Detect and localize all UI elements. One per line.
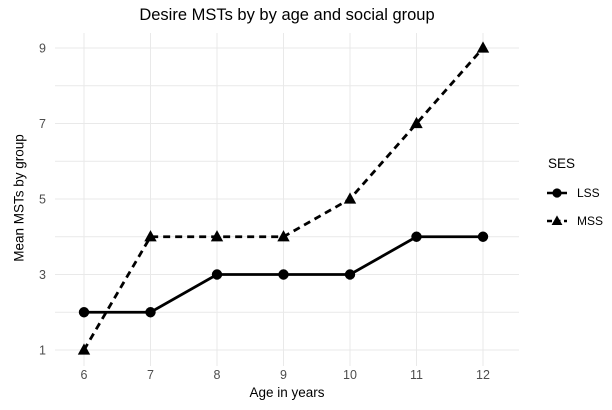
y-tick-label: 5 (39, 193, 46, 207)
chart-title: Desire MSTs by by age and social group (139, 6, 435, 24)
legend-items: LSS MSS (546, 179, 612, 235)
marker-triangle-mss (277, 230, 290, 242)
legend-key-circle-icon (547, 188, 567, 198)
marker-triangle-mss (476, 41, 490, 53)
x-axis-label: Age in years (249, 385, 325, 400)
marker-circle-lss (411, 231, 422, 242)
marker-circle-lss (145, 307, 156, 318)
y-tick-label: 3 (39, 268, 46, 282)
legend: SES LSS MSS (546, 156, 612, 235)
marker-circle-lss (78, 307, 90, 318)
marker-circle-lss (477, 231, 489, 242)
legend-item-mss: MSS (546, 207, 612, 235)
x-tick-label: 8 (214, 368, 221, 382)
legend-key-triangle-icon (547, 215, 567, 225)
marker-circle-lss (278, 269, 289, 280)
legend-item-lss: LSS (546, 179, 612, 207)
legend-title: SES (548, 156, 576, 171)
y-tick-label: 9 (39, 42, 46, 56)
marker-circle-lss (211, 269, 223, 280)
marker-triangle-mss (210, 230, 224, 242)
marker-triangle-mss (144, 230, 157, 242)
legend-label: MSS (577, 214, 604, 228)
marker-triangle-mss (410, 116, 423, 129)
y-tick-label: 1 (39, 344, 46, 358)
y-axis-label: Mean MSTs by group (11, 134, 27, 262)
x-tick-label: 10 (343, 368, 357, 382)
y-tick-label: 7 (39, 117, 46, 131)
x-tick-label: 11 (410, 368, 423, 382)
x-tick-label: 6 (81, 368, 88, 382)
marker-triangle-mss (77, 343, 91, 355)
x-tick-label: 7 (147, 368, 154, 382)
x-tick-label: 9 (280, 368, 287, 382)
legend-label: LSS (577, 186, 600, 200)
x-tick-label: 12 (476, 368, 490, 382)
marker-circle-lss (344, 269, 356, 280)
marker-triangle-mss (343, 192, 357, 204)
